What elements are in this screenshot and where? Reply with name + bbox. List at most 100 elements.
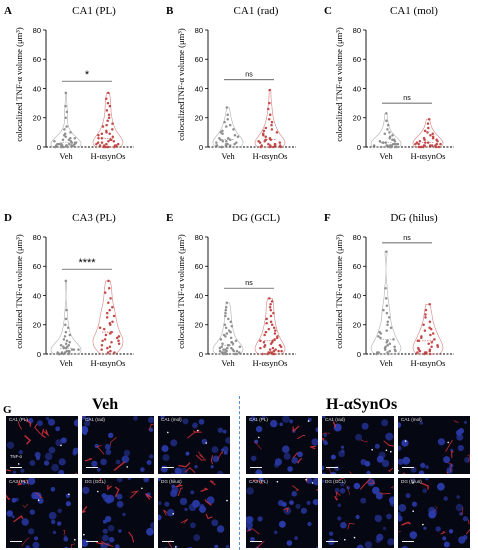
data-point bbox=[273, 332, 277, 335]
data-point bbox=[385, 329, 388, 332]
x-category-label: Veh bbox=[59, 151, 73, 161]
micrograph-image bbox=[82, 478, 154, 548]
data-point bbox=[424, 141, 427, 144]
data-point bbox=[97, 136, 100, 140]
data-point bbox=[69, 131, 72, 134]
data-point bbox=[53, 145, 57, 149]
figure-charts: A CA1 (PL) colocalized TNF-α volume (μm³) 0… bbox=[4, 5, 454, 368]
data-point bbox=[388, 131, 391, 134]
data-point bbox=[114, 144, 118, 147]
data-point bbox=[272, 145, 275, 149]
scale-bar bbox=[402, 466, 414, 468]
data-point bbox=[275, 131, 279, 134]
micrograph-tile: CA1 (rad) bbox=[322, 416, 394, 474]
data-point bbox=[100, 348, 103, 351]
data-point bbox=[269, 320, 273, 324]
data-point bbox=[263, 333, 266, 337]
x-category-label: H-αsynOs bbox=[252, 358, 288, 368]
data-point bbox=[383, 348, 387, 351]
data-point bbox=[57, 352, 60, 356]
y-axis-label: colocalized TNF-α volume (μm³) bbox=[334, 234, 344, 349]
data-point bbox=[384, 297, 388, 300]
data-point bbox=[436, 345, 440, 348]
data-point bbox=[223, 323, 227, 327]
data-point bbox=[107, 279, 110, 283]
data-point bbox=[267, 107, 270, 111]
data-point bbox=[389, 145, 392, 149]
data-point bbox=[437, 145, 441, 149]
data-point bbox=[106, 101, 110, 105]
data-point bbox=[224, 326, 228, 329]
data-point bbox=[429, 327, 433, 331]
micrograph-tile: DG (GCL) bbox=[322, 478, 394, 548]
data-point bbox=[100, 343, 104, 347]
tile-region-label: CA3 (PL) bbox=[249, 479, 268, 484]
data-point bbox=[111, 305, 114, 309]
violin-outline bbox=[412, 118, 444, 148]
data-point bbox=[268, 113, 272, 117]
y-tick-label: 40 bbox=[353, 291, 361, 300]
y-axis-label: colocalized TNF-α volume (μm³) bbox=[14, 27, 24, 142]
data-point bbox=[109, 323, 112, 327]
group-divider bbox=[239, 396, 240, 550]
data-point bbox=[385, 112, 388, 115]
data-point bbox=[65, 349, 69, 353]
chart-panel: B CA1 (rad) colocalizedTNF-α volume (μm³) 0… bbox=[166, 5, 296, 161]
data-point bbox=[394, 349, 397, 353]
data-point bbox=[68, 341, 71, 344]
data-point bbox=[274, 348, 277, 351]
micrograph-image bbox=[6, 478, 76, 548]
data-point bbox=[375, 352, 378, 356]
data-point bbox=[275, 336, 279, 340]
data-point bbox=[59, 343, 63, 347]
scale-bar bbox=[10, 466, 22, 468]
data-point bbox=[106, 351, 110, 354]
data-point bbox=[238, 351, 241, 354]
data-point bbox=[423, 138, 426, 141]
micrograph-tile: CA1 (mol) bbox=[158, 416, 230, 474]
data-point bbox=[218, 349, 222, 353]
data-point bbox=[388, 136, 391, 140]
data-point bbox=[434, 145, 438, 149]
significance-label: ns bbox=[245, 280, 253, 287]
data-point bbox=[96, 141, 100, 144]
data-point bbox=[64, 317, 68, 321]
data-point bbox=[105, 109, 109, 112]
scale-bar bbox=[326, 466, 338, 468]
data-point bbox=[391, 134, 394, 137]
data-point bbox=[107, 116, 111, 120]
x-category-label: Veh bbox=[379, 358, 393, 368]
x-category-label: Veh bbox=[59, 358, 73, 368]
data-point bbox=[235, 352, 239, 356]
data-point bbox=[393, 139, 397, 143]
data-point bbox=[215, 144, 219, 147]
data-point bbox=[70, 144, 73, 147]
data-point bbox=[61, 138, 65, 141]
data-point bbox=[108, 345, 112, 348]
y-tick-label: 80 bbox=[195, 26, 203, 35]
data-point bbox=[221, 342, 224, 346]
data-point bbox=[117, 335, 121, 338]
y-tick-label: 80 bbox=[353, 26, 361, 35]
y-tick-label: 60 bbox=[33, 262, 41, 271]
data-point bbox=[431, 136, 435, 140]
data-point bbox=[269, 138, 273, 141]
tile-region-label: CA1 (mol) bbox=[161, 417, 182, 422]
violin-outline bbox=[370, 113, 402, 148]
data-point bbox=[221, 132, 224, 136]
data-point bbox=[235, 349, 239, 353]
y-tick-label: 20 bbox=[353, 321, 361, 330]
violin-outline bbox=[50, 92, 82, 148]
panel-label: C bbox=[324, 5, 332, 17]
data-point bbox=[112, 139, 116, 143]
data-point bbox=[63, 335, 67, 338]
data-point bbox=[233, 134, 237, 137]
data-point bbox=[221, 139, 225, 143]
tile-region-label: CA1 (PL) bbox=[9, 417, 28, 422]
data-point bbox=[423, 352, 426, 356]
micrograph-image bbox=[322, 478, 394, 548]
data-point bbox=[111, 128, 114, 131]
x-category-label: H-αsynOs bbox=[90, 151, 126, 161]
data-point bbox=[65, 125, 68, 128]
data-point bbox=[106, 145, 109, 149]
